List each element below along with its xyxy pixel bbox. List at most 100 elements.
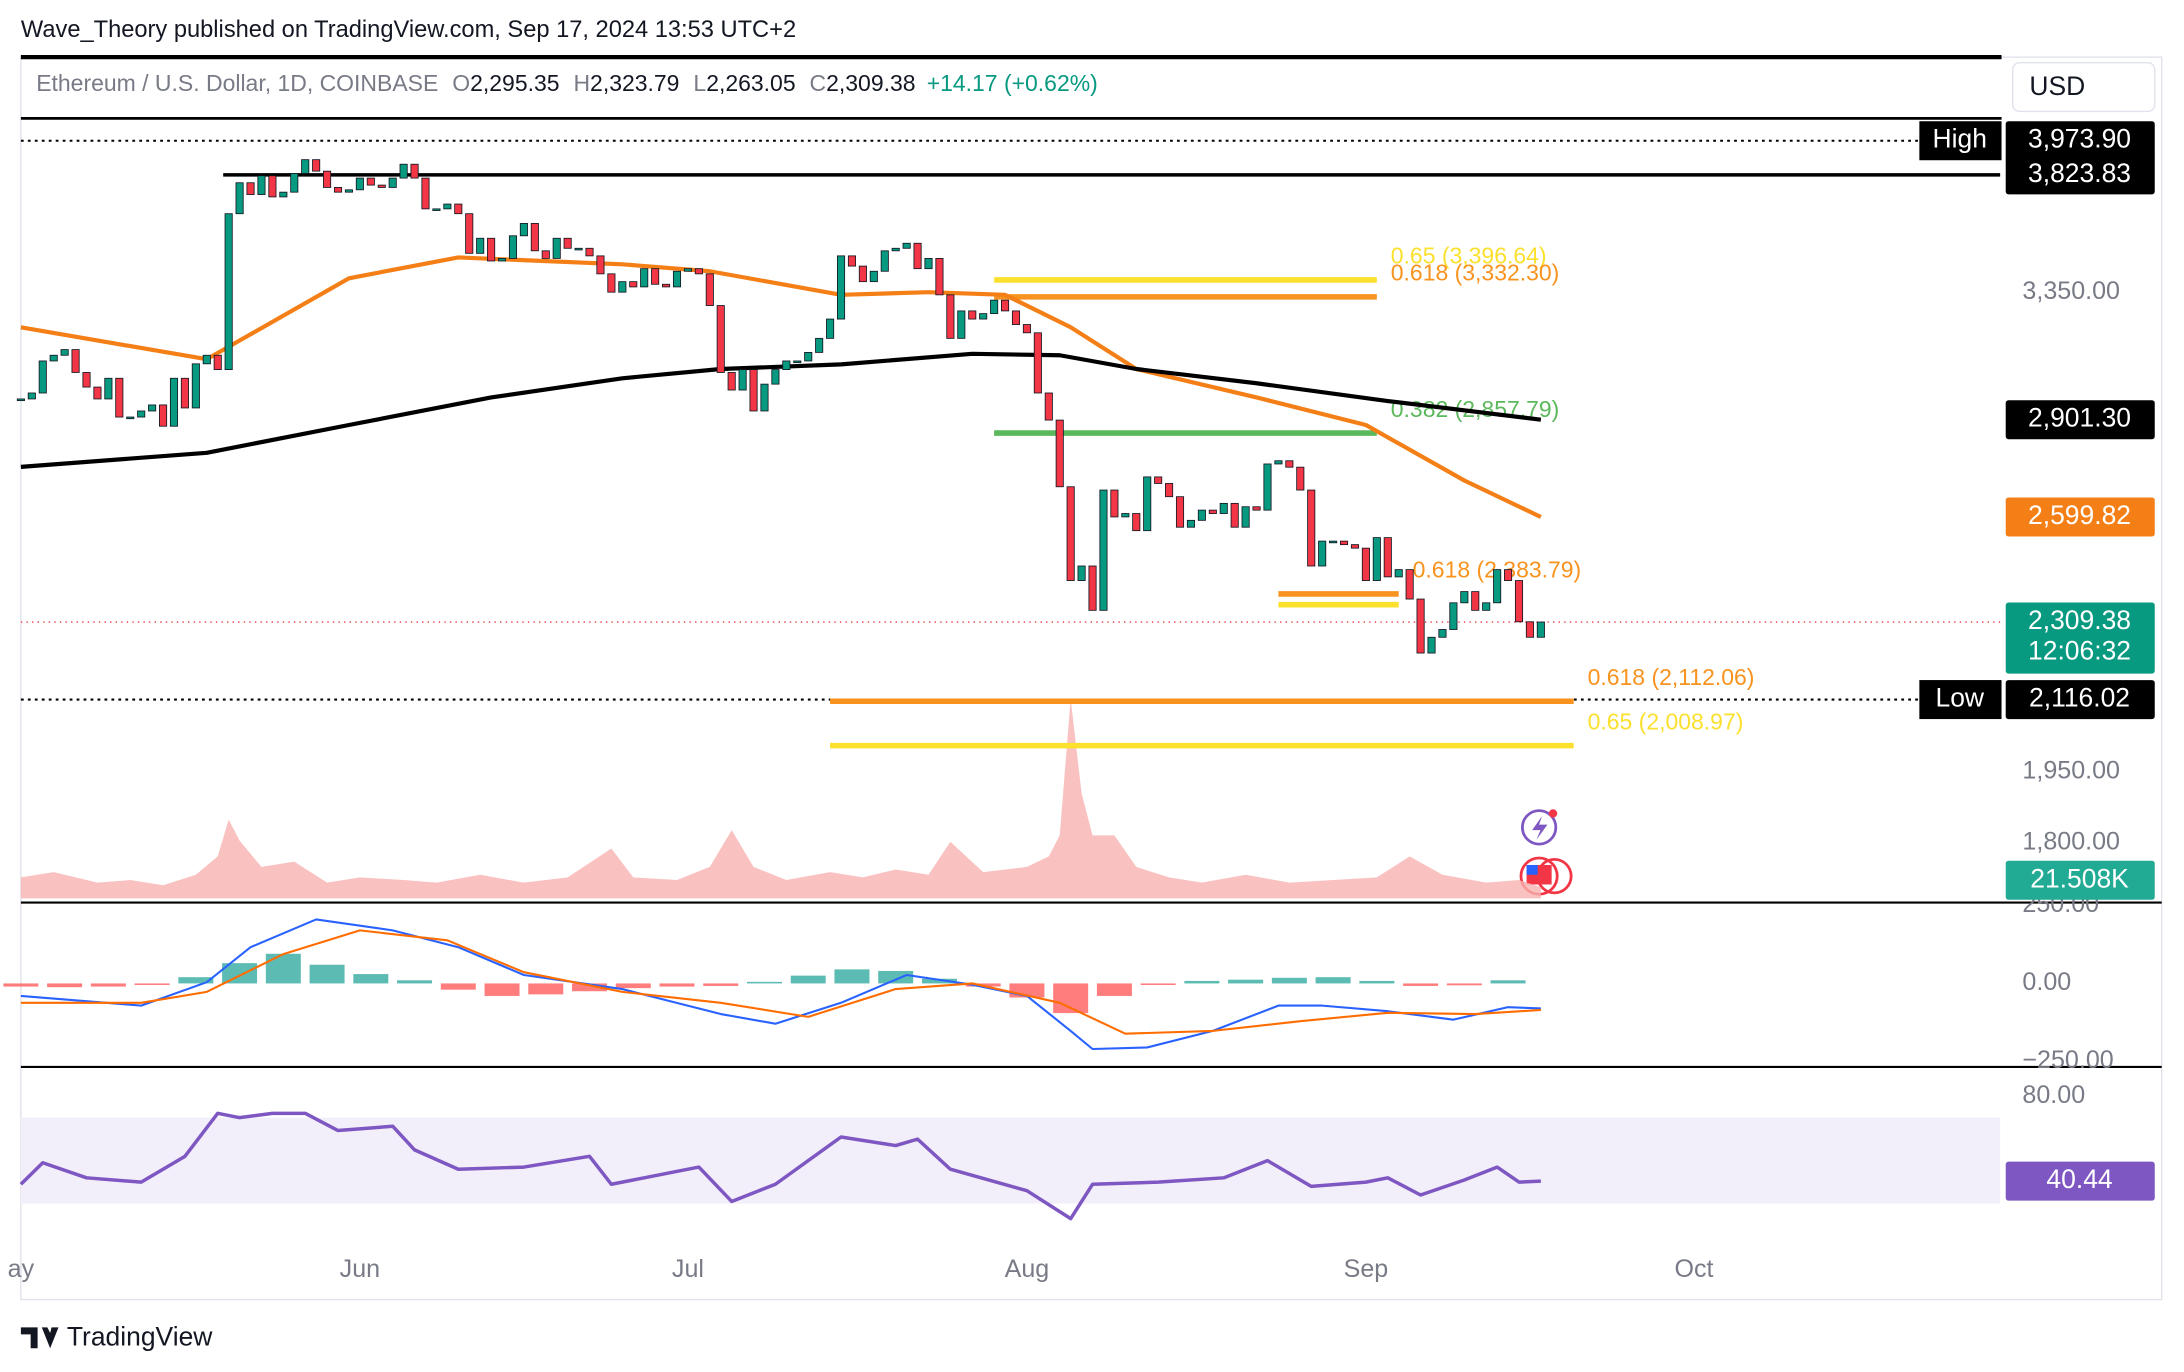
candle [793, 360, 802, 364]
candle [902, 242, 911, 249]
macd-histogram-bar [440, 983, 476, 990]
candle [71, 349, 80, 373]
candle [1110, 489, 1119, 518]
candle [1241, 506, 1250, 528]
macd-histogram-bar [1096, 983, 1132, 996]
candle [16, 398, 25, 402]
macd-histogram-bar [1228, 979, 1264, 984]
candle [913, 242, 922, 270]
candle [1186, 519, 1195, 528]
candle [1460, 591, 1469, 604]
candle [246, 182, 255, 195]
candle [607, 273, 616, 293]
candle [1438, 629, 1447, 638]
candle [323, 170, 332, 188]
x-tick-label: Aug [1005, 1255, 1050, 1283]
macd-histogram-bar [265, 953, 301, 984]
candle [1175, 496, 1185, 528]
alert-icon[interactable] [1521, 809, 1558, 846]
candle [946, 294, 955, 339]
candle [782, 360, 791, 370]
macd-histogram-bar [134, 983, 170, 985]
y-tick-label: 80.00 [2022, 1081, 2085, 1109]
candle [399, 163, 408, 179]
candle [497, 258, 507, 262]
candle [1514, 580, 1524, 623]
candle [1088, 565, 1097, 611]
flag-canton [1526, 864, 1538, 875]
candle [530, 223, 539, 252]
macd-histogram-bar [528, 983, 564, 995]
indicator-icons[interactable] [1519, 809, 1573, 896]
candle [651, 268, 660, 285]
candle [180, 377, 189, 409]
candle [333, 187, 343, 193]
macd-histogram-bar [790, 975, 826, 984]
candle [1372, 537, 1381, 581]
candle [290, 173, 299, 193]
macd-histogram-bar [615, 983, 651, 989]
candle [224, 213, 233, 370]
candle [1001, 299, 1010, 312]
y-tick-label: 1,950.00 [2022, 757, 2120, 785]
currency-button[interactable] [2011, 61, 2156, 113]
candle [705, 273, 714, 306]
currency[interactable]: USD [2029, 71, 2085, 101]
candle [1099, 489, 1108, 611]
x-tick-label: ay [8, 1255, 35, 1283]
macd-histogram-bar [90, 983, 126, 987]
candle [1504, 569, 1513, 581]
candle [104, 377, 113, 400]
candle [301, 159, 310, 174]
candle [749, 369, 758, 412]
level-tag-text: 2,116.02 [2029, 683, 2130, 713]
last-price-tag [2005, 602, 2155, 674]
candle [1077, 565, 1086, 581]
candle [476, 237, 485, 254]
candle [1493, 569, 1502, 604]
candle [552, 237, 561, 259]
candle [355, 177, 364, 191]
candle [38, 360, 47, 394]
candle [465, 213, 474, 254]
candle [662, 283, 671, 288]
level-tag-text: 3,823.83 [2028, 158, 2131, 188]
candle [27, 392, 36, 400]
candle [1449, 602, 1458, 630]
candle [1066, 486, 1075, 581]
candle [268, 175, 277, 198]
x-tick-label: Oct [1674, 1255, 1713, 1283]
candle [935, 258, 944, 296]
macd-histogram-bar [397, 980, 433, 984]
ma-tag-text: 2,901.30 [2028, 403, 2131, 433]
macd-histogram-bar [1446, 983, 1482, 986]
macd-histogram-bar [878, 970, 914, 984]
candle [487, 237, 496, 262]
candle [618, 281, 627, 293]
candle [760, 383, 769, 412]
publisher: Wave_Theory published on TradingView.com… [21, 17, 796, 43]
macd-histogram-bar [47, 983, 83, 988]
candle [388, 177, 397, 188]
candle [826, 318, 835, 339]
ohlc-name: L [693, 70, 706, 96]
candle [1219, 502, 1228, 514]
rsi-tag-text: 40.44 [2046, 1164, 2112, 1194]
candle [1208, 509, 1217, 514]
candle [727, 372, 736, 391]
candle [847, 255, 856, 267]
logo-mark [20, 1327, 59, 1349]
candle [563, 237, 572, 249]
candle [1350, 544, 1360, 549]
volume-tag-text: 21.508K [2030, 863, 2129, 893]
candle [213, 354, 222, 370]
macd-histogram-bar [703, 983, 739, 986]
candle [126, 416, 135, 420]
candle [93, 386, 102, 400]
rsi-tag [2005, 1161, 2155, 1201]
candle [82, 372, 91, 388]
change: +14.17 (+0.62%) [927, 70, 1098, 96]
candle [115, 377, 124, 418]
ohlc-value: 2,309.38 [826, 70, 915, 96]
